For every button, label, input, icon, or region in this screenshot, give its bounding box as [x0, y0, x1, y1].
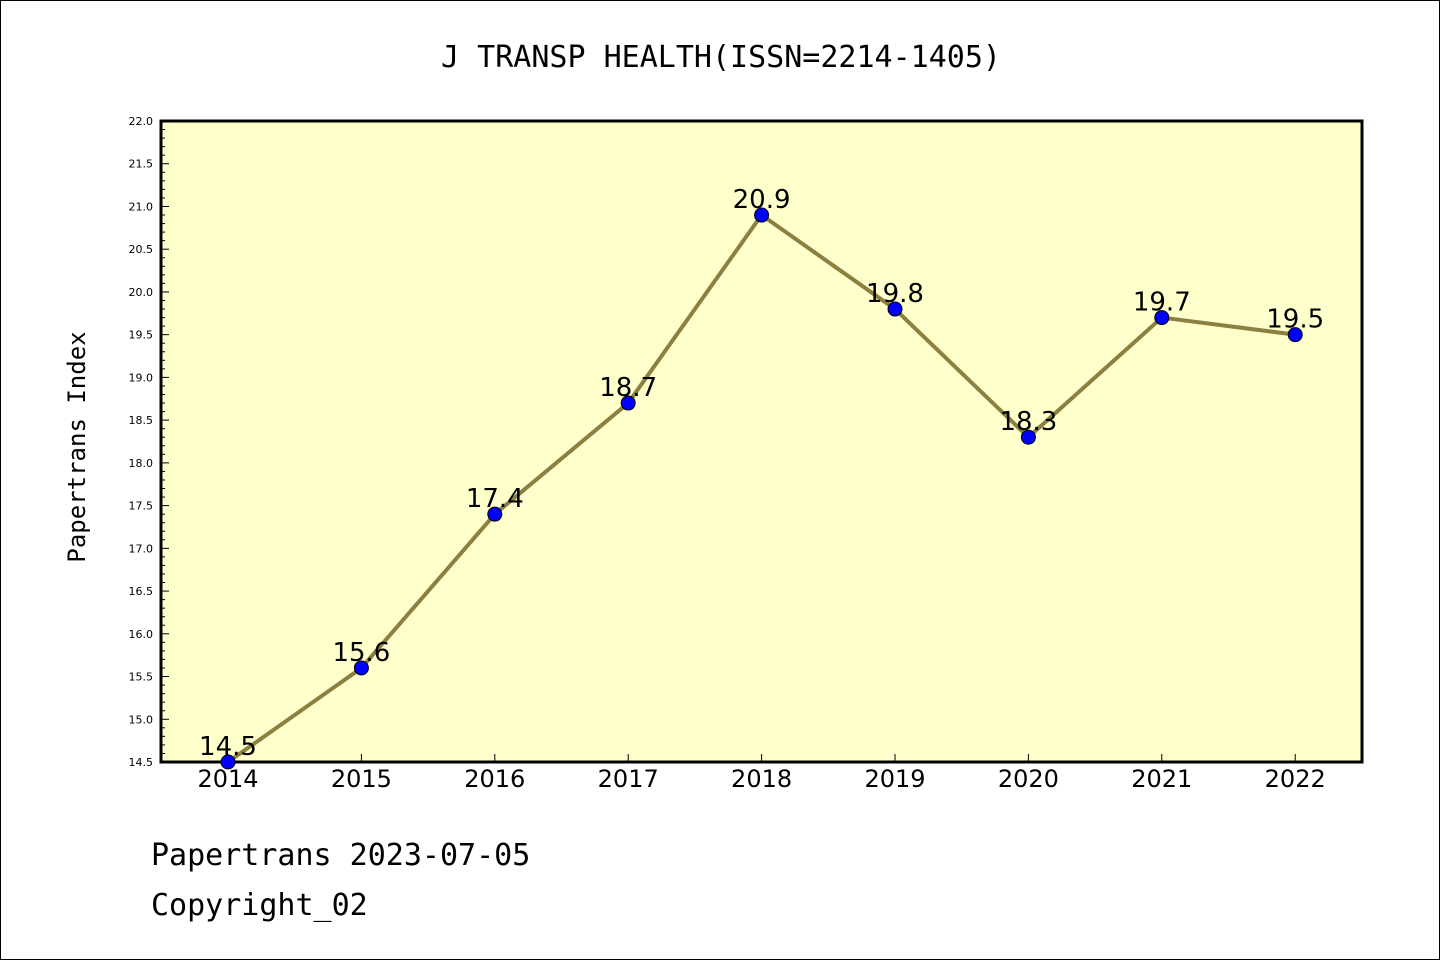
- data-label: 14.5: [199, 732, 257, 762]
- y-tick-label: 19.5: [129, 329, 154, 342]
- y-tick-label: 17.5: [129, 500, 154, 513]
- footer-date: Papertrans 2023-07-05: [151, 838, 530, 873]
- x-tick-label: 2021: [1131, 765, 1192, 793]
- footer-copyright: Copyright_02: [151, 888, 368, 923]
- y-tick-label: 16.0: [129, 628, 154, 641]
- x-tick-label: 2017: [598, 765, 659, 793]
- data-label: 19.8: [866, 279, 924, 309]
- y-tick-label: 19.0: [129, 371, 154, 384]
- x-tick-label: 2015: [331, 765, 392, 793]
- y-tick-label: 18.0: [129, 457, 154, 470]
- data-point: [1287, 327, 1303, 343]
- data-point: [887, 301, 903, 317]
- y-axis: 14.5 15.0 15.5 16.0 16.5 17.0 17.5 18.0 18.5 19.0…: [129, 115, 169, 769]
- series-line-group: [220, 207, 1303, 770]
- x-tick-label: 2018: [731, 765, 792, 793]
- y-tick-label: 20.5: [129, 243, 154, 256]
- data-label: 17.4: [466, 484, 524, 514]
- data-label: 18.3: [999, 407, 1057, 437]
- y-tick-label: 22.0: [129, 115, 154, 128]
- x-tick-label: 2020: [998, 765, 1059, 793]
- y-tick-label: 14.5: [129, 756, 154, 769]
- y-axis-label: Papertrans Index: [63, 331, 91, 562]
- y-tick-label: 21.5: [129, 158, 154, 171]
- chart-title: J TRANSP HEALTH(ISSN=2214-1405): [441, 40, 1001, 75]
- y-tick-label: 17.0: [129, 542, 154, 555]
- y-tick-label: 20.0: [129, 286, 154, 299]
- data-label: 19.5: [1266, 305, 1324, 335]
- x-tick-label: 2014: [197, 765, 258, 793]
- plot-area: [159, 119, 1364, 764]
- data-label: 20.9: [733, 185, 791, 215]
- data-point: [1154, 310, 1170, 326]
- data-labels: 14.5 15.6 17.4 18.7 20.9 19.8 18.3 19.7 19.5: [199, 185, 1324, 762]
- data-point: [754, 207, 770, 223]
- data-point: [353, 660, 369, 676]
- x-tick-label: 2022: [1265, 765, 1326, 793]
- y-tick-label: 15.5: [129, 671, 154, 684]
- x-tick-label: 2016: [464, 765, 525, 793]
- x-axis: 2014 2015 2016 2017 2018 2019 2020 2021 2022: [197, 754, 1326, 793]
- y-tick-label: 15.0: [129, 713, 154, 726]
- data-label: 19.7: [1133, 288, 1191, 318]
- data-label: 18.7: [599, 373, 657, 403]
- x-tick-label: 2019: [864, 765, 925, 793]
- y-tick-label: 21.0: [129, 200, 154, 213]
- data-point: [1020, 429, 1036, 445]
- y-tick-label: 18.5: [129, 414, 154, 427]
- y-tick-label: 16.5: [129, 585, 154, 598]
- data-point: [220, 754, 236, 770]
- data-point: [487, 506, 503, 522]
- data-point: [620, 395, 636, 411]
- data-label: 15.6: [332, 638, 390, 668]
